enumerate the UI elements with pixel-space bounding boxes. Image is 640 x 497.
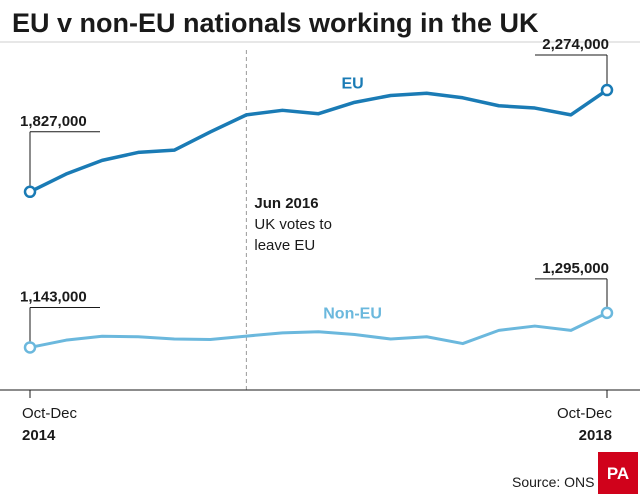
x-tick-label-2-line2: 2018 <box>579 427 612 444</box>
point-non-eu-end <box>600 306 614 320</box>
x-axis-ticks: Oct-Dec 2014 Oct-Dec 2018 <box>22 390 612 444</box>
series-label-non-eu: Non-EU <box>323 305 382 322</box>
annotation-text-1: Jun 2016 <box>254 195 318 212</box>
value-label-non-eu-start: 1,143,000 <box>20 288 87 305</box>
annotation-text-2: UK votes to <box>254 216 332 233</box>
x-tick-label-2-line1: Oct-Dec <box>557 405 613 422</box>
series-label-eu: EU <box>341 75 363 92</box>
point-eu-start <box>23 185 37 199</box>
value-label-eu-start: 1,827,000 <box>20 113 87 130</box>
point-eu-end <box>600 83 614 97</box>
x-tick-label-1-line1: Oct-Dec <box>22 405 78 422</box>
plot-area: Jun 2016 UK votes to leave EU 1,827,000 2,27… <box>20 36 614 390</box>
series-line-non-eu <box>28 311 609 349</box>
series-line-eu <box>28 88 609 194</box>
pa-logo-text: PA <box>607 464 629 483</box>
point-non-eu-start <box>23 341 37 354</box>
chart-title: EU v non-EU nationals working in the UK <box>12 8 539 38</box>
x-tick-label-1-line2: 2014 <box>22 427 56 444</box>
value-label-eu-end: 2,274,000 <box>542 36 609 53</box>
value-label-non-eu-end: 1,295,000 <box>542 260 609 277</box>
pa-logo: PA <box>598 452 638 494</box>
source-note: Source: ONS <box>512 474 594 490</box>
annotation-text-3: leave EU <box>254 237 315 254</box>
